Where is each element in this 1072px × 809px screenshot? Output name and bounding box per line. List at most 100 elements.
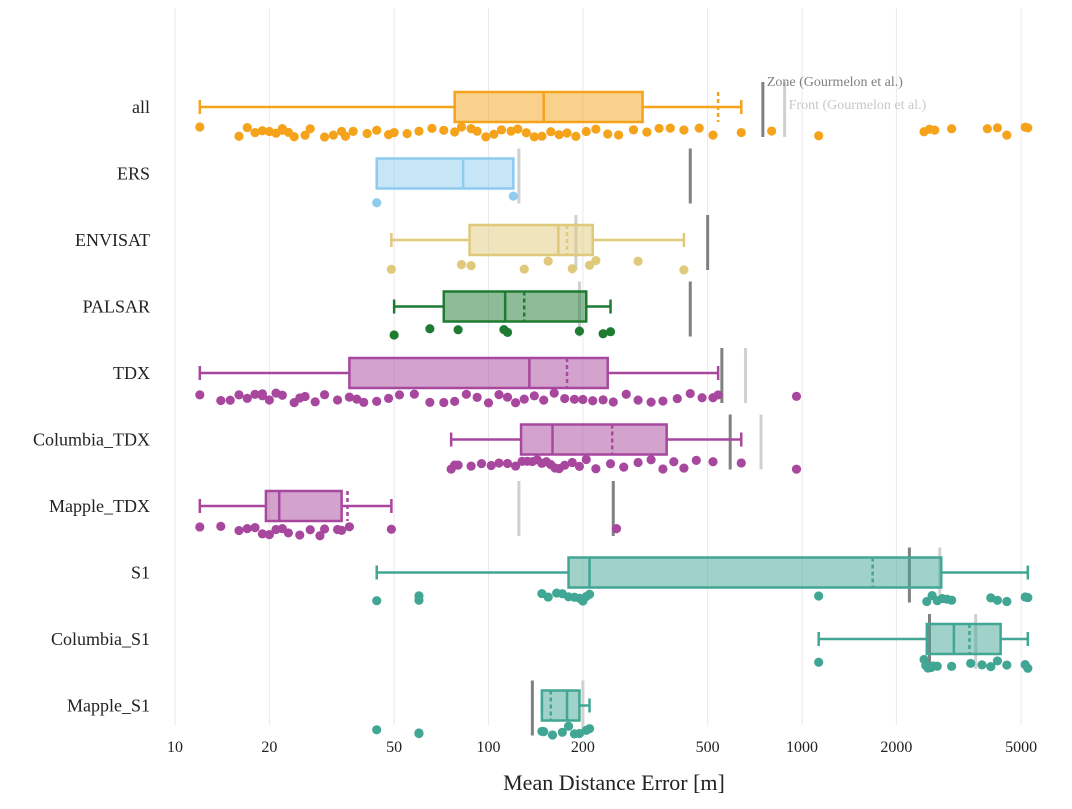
data-point: [383, 393, 394, 403]
category-label: ENVISAT: [75, 230, 150, 250]
data-point: [372, 396, 382, 406]
data-point: [930, 125, 940, 135]
data-point: [242, 524, 252, 534]
data-point: [372, 725, 382, 735]
data-point: [598, 329, 608, 339]
data-point: [494, 458, 504, 468]
data-point: [195, 390, 205, 400]
data-point: [328, 130, 338, 140]
x-tick-label: 50: [386, 739, 402, 756]
data-point: [1002, 130, 1012, 140]
data-point: [337, 525, 347, 535]
data-point: [982, 124, 992, 134]
data-point: [300, 391, 310, 402]
data-point: [537, 131, 547, 141]
data-point: [502, 392, 513, 402]
data-point: [947, 595, 957, 605]
data-point: [642, 127, 652, 137]
data-point: [315, 531, 325, 541]
data-point: [427, 123, 437, 133]
data-point: [250, 127, 260, 138]
data-point: [242, 122, 252, 133]
data-point: [539, 395, 549, 405]
data-point: [257, 529, 267, 539]
data-point: [372, 125, 382, 135]
data-point: [519, 394, 529, 404]
iqr-box: [453, 90, 644, 124]
x-tick-label: 5000: [1005, 739, 1037, 756]
data-point: [289, 132, 299, 142]
data-point: [986, 662, 996, 672]
data-point: [277, 390, 287, 400]
data-point: [414, 595, 424, 605]
iqr-box: [375, 157, 515, 190]
data-point: [394, 390, 405, 400]
data-point: [574, 461, 585, 471]
data-point: [539, 726, 549, 737]
data-point: [574, 326, 585, 336]
data-point: [563, 721, 574, 731]
data-point: [225, 395, 235, 405]
data-point: [621, 389, 631, 399]
data-point: [932, 661, 942, 671]
data-point: [466, 261, 476, 271]
data-point: [560, 393, 570, 404]
data-point: [257, 126, 267, 136]
data-point: [591, 255, 601, 266]
data-point: [519, 264, 529, 274]
data-point: [486, 460, 496, 471]
data-point: [791, 391, 802, 401]
data-point: [472, 392, 482, 402]
data-point: [736, 458, 746, 468]
data-point: [569, 394, 580, 404]
iqr-box: [925, 622, 1002, 656]
data-point: [242, 393, 252, 403]
data-point: [557, 727, 567, 737]
data-point: [646, 455, 656, 465]
iqr-box: [442, 290, 588, 323]
data-point: [578, 394, 588, 405]
data-point: [450, 127, 460, 137]
data-point: [605, 459, 616, 469]
data-point: [608, 397, 618, 407]
data-point: [439, 397, 449, 408]
data-point: [611, 524, 622, 534]
category-label: Columbia_S1: [51, 629, 150, 649]
data-point: [409, 389, 419, 399]
data-point: [713, 390, 723, 400]
data-point: [614, 130, 624, 140]
data-point: [362, 128, 372, 139]
data-point: [496, 125, 507, 135]
data-point: [685, 388, 695, 399]
data-point: [264, 395, 274, 405]
data-point: [372, 198, 382, 208]
data-point: [283, 528, 293, 538]
data-point: [257, 389, 267, 399]
x-axis-title: Mean Distance Error [m]: [503, 770, 725, 795]
category-label: ERS: [117, 164, 150, 184]
data-point: [319, 132, 330, 142]
data-point: [1002, 660, 1012, 670]
data-point: [1023, 123, 1033, 133]
data-point: [562, 128, 572, 138]
data-point: [529, 391, 539, 401]
reference-lines: [517, 82, 978, 736]
data-point: [658, 464, 668, 474]
data-point: [216, 395, 226, 406]
data-point: [679, 265, 689, 275]
data-point: [234, 525, 244, 536]
data-point: [386, 524, 396, 534]
data-point: [584, 260, 595, 270]
data-point: [669, 457, 679, 467]
data-point: [234, 131, 244, 141]
iqr-box: [348, 356, 609, 390]
data-point: [679, 463, 689, 473]
category-label: Columbia_TDX: [33, 430, 150, 450]
category-label: S1: [131, 563, 150, 583]
data-point: [646, 397, 656, 407]
data-point: [472, 126, 482, 136]
data-point: [619, 462, 629, 472]
data-point: [584, 589, 595, 599]
data-point: [483, 398, 494, 408]
data-point: [510, 398, 521, 408]
